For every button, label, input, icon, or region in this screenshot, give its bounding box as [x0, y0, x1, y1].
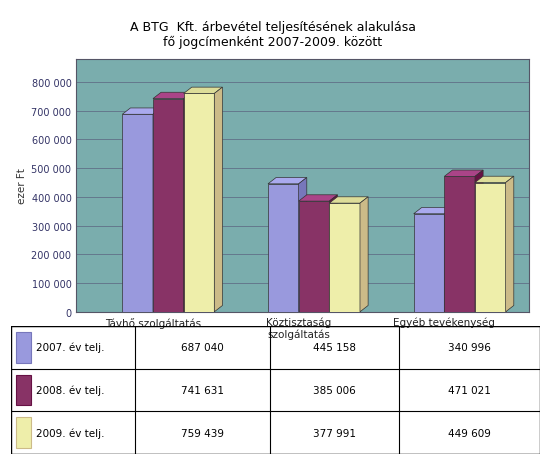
Bar: [329, 204, 360, 312]
Text: 445 158: 445 158: [313, 342, 356, 353]
Text: 759 439: 759 439: [181, 428, 224, 438]
Polygon shape: [444, 171, 483, 177]
Polygon shape: [299, 196, 337, 202]
Bar: [184, 94, 214, 312]
Text: 687 040: 687 040: [181, 342, 224, 353]
Bar: [122, 115, 153, 312]
Polygon shape: [214, 88, 222, 312]
Text: A BTG  Kft. árbevétel teljesítésének alakulása
fő jogcímenként 2007-2009. között: A BTG Kft. árbevétel teljesítésének alak…: [130, 21, 415, 49]
Polygon shape: [153, 109, 161, 312]
Bar: [16, 332, 31, 363]
Bar: [16, 375, 31, 406]
Bar: [268, 185, 299, 312]
Y-axis label: ezer Ft: ezer Ft: [17, 168, 27, 204]
Polygon shape: [329, 197, 368, 204]
Bar: [16, 418, 31, 448]
Polygon shape: [444, 208, 452, 312]
Bar: [299, 202, 329, 312]
Polygon shape: [475, 177, 514, 183]
Text: 471 021: 471 021: [448, 385, 491, 395]
Text: 741 631: 741 631: [181, 385, 224, 395]
Polygon shape: [329, 196, 337, 312]
Text: 2007. év telj.: 2007. év telj.: [37, 342, 105, 353]
Bar: [153, 99, 184, 312]
Polygon shape: [299, 178, 307, 312]
Text: 385 006: 385 006: [313, 385, 356, 395]
Text: 377 991: 377 991: [313, 428, 356, 438]
Polygon shape: [153, 93, 192, 99]
Text: 449 609: 449 609: [448, 428, 491, 438]
Polygon shape: [506, 177, 514, 312]
Polygon shape: [360, 197, 368, 312]
Polygon shape: [122, 109, 161, 115]
Text: 340 996: 340 996: [448, 342, 491, 353]
Polygon shape: [184, 88, 222, 94]
Polygon shape: [268, 178, 307, 185]
Bar: [444, 177, 475, 312]
Bar: [475, 183, 506, 312]
Polygon shape: [414, 208, 452, 214]
Text: 2009. év telj.: 2009. év telj.: [37, 428, 105, 438]
Polygon shape: [475, 171, 483, 312]
Bar: [414, 214, 444, 312]
Text: 2008. év telj.: 2008. év telj.: [37, 385, 105, 395]
Polygon shape: [184, 93, 192, 312]
